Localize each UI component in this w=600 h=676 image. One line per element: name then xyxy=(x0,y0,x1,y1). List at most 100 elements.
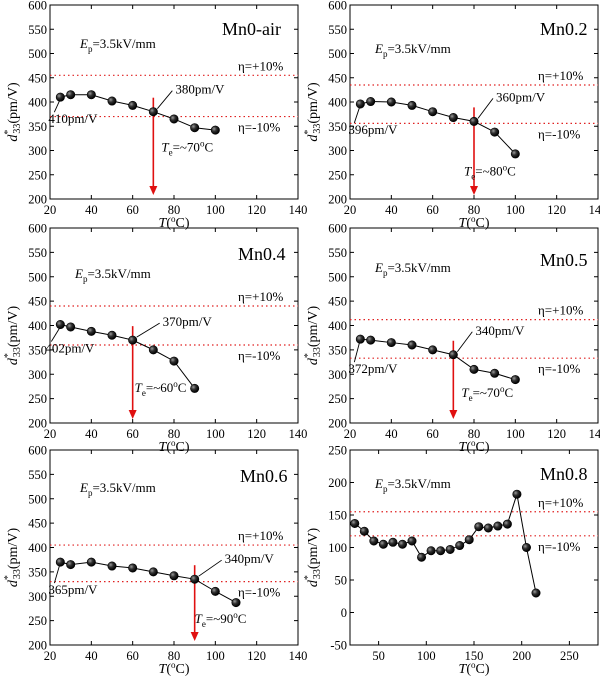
y-tick-label: 550 xyxy=(328,23,347,37)
te-label: Te=~70oC xyxy=(461,384,513,403)
panel-title: Mn0.4 xyxy=(238,244,286,264)
data-point xyxy=(428,345,438,355)
chart-panel-0: 20 40 60 80 100 120 140 200 250 300 350 400 450 500 55… xyxy=(3,0,307,231)
data-point xyxy=(502,519,512,529)
eta-lower-label: η=-10% xyxy=(238,585,280,600)
y-tick-label: 400 xyxy=(28,541,47,555)
data-point xyxy=(128,335,138,345)
data-point xyxy=(148,345,158,355)
y-tick-label: 600 xyxy=(28,444,47,458)
data-point xyxy=(355,99,365,109)
y-tick-label: 450 xyxy=(28,295,47,309)
data-point xyxy=(407,536,417,546)
x-tick-label: 100 xyxy=(417,649,436,663)
data-point xyxy=(474,522,484,532)
annotation-label: 396pm/V xyxy=(348,122,398,137)
data-point xyxy=(169,356,179,366)
data-point xyxy=(445,544,455,554)
y-axis-title: d*33(pm/V) xyxy=(3,528,23,588)
eta-lower-label: η=-10% xyxy=(538,361,580,376)
te-arrow-head xyxy=(128,410,137,419)
y-tick-label: 500 xyxy=(328,270,347,284)
data-point xyxy=(455,541,465,551)
data-point xyxy=(66,90,76,100)
x-tick-label: 40 xyxy=(385,203,398,217)
data-point xyxy=(490,368,500,378)
data-point xyxy=(531,588,541,598)
y-tick-label: 200 xyxy=(28,639,47,653)
y-tick-label: 350 xyxy=(28,343,47,357)
data-point xyxy=(66,560,76,570)
panel-title: Mn0.6 xyxy=(240,466,288,486)
y-tick-label: 500 xyxy=(28,47,47,61)
data-point xyxy=(521,542,531,552)
x-tick-label: 40 xyxy=(85,427,98,441)
data-point xyxy=(366,335,376,345)
data-point xyxy=(355,334,365,344)
x-tick-label: 120 xyxy=(547,203,566,217)
x-tick-label: 20 xyxy=(44,427,57,441)
annotation-pointer xyxy=(136,322,160,338)
eta-upper-label: η=+10% xyxy=(238,289,283,304)
y-tick-label: 450 xyxy=(328,295,347,309)
x-tick-label: 120 xyxy=(247,427,266,441)
y-tick-label: 300 xyxy=(328,144,347,158)
x-tick-label: 100 xyxy=(206,203,225,217)
annotation-label: 340pm/V xyxy=(225,551,275,566)
data-point xyxy=(350,518,360,528)
annotation-pointer xyxy=(50,328,60,342)
eta-upper-label: η=+10% xyxy=(238,528,283,543)
x-tick-label: 20 xyxy=(44,649,57,663)
y-tick-label: -50 xyxy=(330,639,347,653)
chart-panel-3: 20 40 60 80 100 120 140 200 250 300 350 400 450 500 55… xyxy=(303,222,600,456)
data-point xyxy=(426,546,436,556)
data-point xyxy=(490,127,500,137)
y-tick-label: 600 xyxy=(328,0,347,13)
data-point xyxy=(107,96,117,106)
y-tick-label: 600 xyxy=(28,0,47,13)
y-tick-label: 250 xyxy=(328,444,347,458)
x-tick-label: 60 xyxy=(126,203,139,217)
x-tick-label: 100 xyxy=(506,427,525,441)
x-tick-label: 250 xyxy=(560,649,579,663)
y-tick-label: 400 xyxy=(328,319,347,333)
x-axis-title: T(oC) xyxy=(159,660,190,676)
x-tick-label: 120 xyxy=(547,427,566,441)
data-point xyxy=(448,113,458,123)
y-tick-label: 300 xyxy=(28,368,47,382)
x-axis-title: T(oC) xyxy=(459,660,490,676)
data-point xyxy=(128,563,138,573)
data-point xyxy=(493,521,503,531)
panel-title: Mn0.5 xyxy=(540,250,588,270)
annotation-label: 365pm/V xyxy=(48,582,98,597)
chart-panel-4: 20 40 60 80 100 120 140 200 250 300 350 400 450 500 55… xyxy=(3,444,307,676)
eta-lower-label: η=-10% xyxy=(538,539,580,554)
data-point xyxy=(436,546,446,556)
field-label: Ep=3.5kV/mm xyxy=(374,476,451,494)
x-tick-label: 140 xyxy=(589,427,600,441)
panel-title: Mn0.2 xyxy=(540,19,588,39)
x-tick-label: 40 xyxy=(385,427,398,441)
y-tick-label: 550 xyxy=(28,246,47,260)
data-point xyxy=(428,107,438,117)
y-tick-label: 300 xyxy=(28,144,47,158)
chart-panel-1: 20 40 60 80 100 120 140 200 250 300 350 400 450 500 55… xyxy=(303,0,600,231)
data-point xyxy=(378,539,388,549)
y-tick-label: 550 xyxy=(28,468,47,482)
te-arrow-head xyxy=(449,410,458,419)
annotation-pointer xyxy=(156,90,173,109)
data-point xyxy=(483,523,493,533)
eta-upper-label: η=+10% xyxy=(238,58,283,73)
x-tick-label: 120 xyxy=(247,649,266,663)
data-point xyxy=(128,100,138,110)
y-tick-label: 500 xyxy=(28,270,47,284)
y-tick-label: 50 xyxy=(335,574,348,588)
field-label: Ep=3.5kV/mm xyxy=(79,480,156,498)
x-tick-label: 120 xyxy=(247,203,266,217)
x-tick-label: 20 xyxy=(44,203,57,217)
chart-panel-5: 50 100 150 200 250 -50 0 50 100 150 200 250 T(oC) d*3… xyxy=(303,444,599,676)
x-tick-label: 60 xyxy=(426,203,439,217)
data-point xyxy=(190,383,200,393)
y-tick-label: 0 xyxy=(341,606,347,620)
data-point xyxy=(190,123,200,133)
